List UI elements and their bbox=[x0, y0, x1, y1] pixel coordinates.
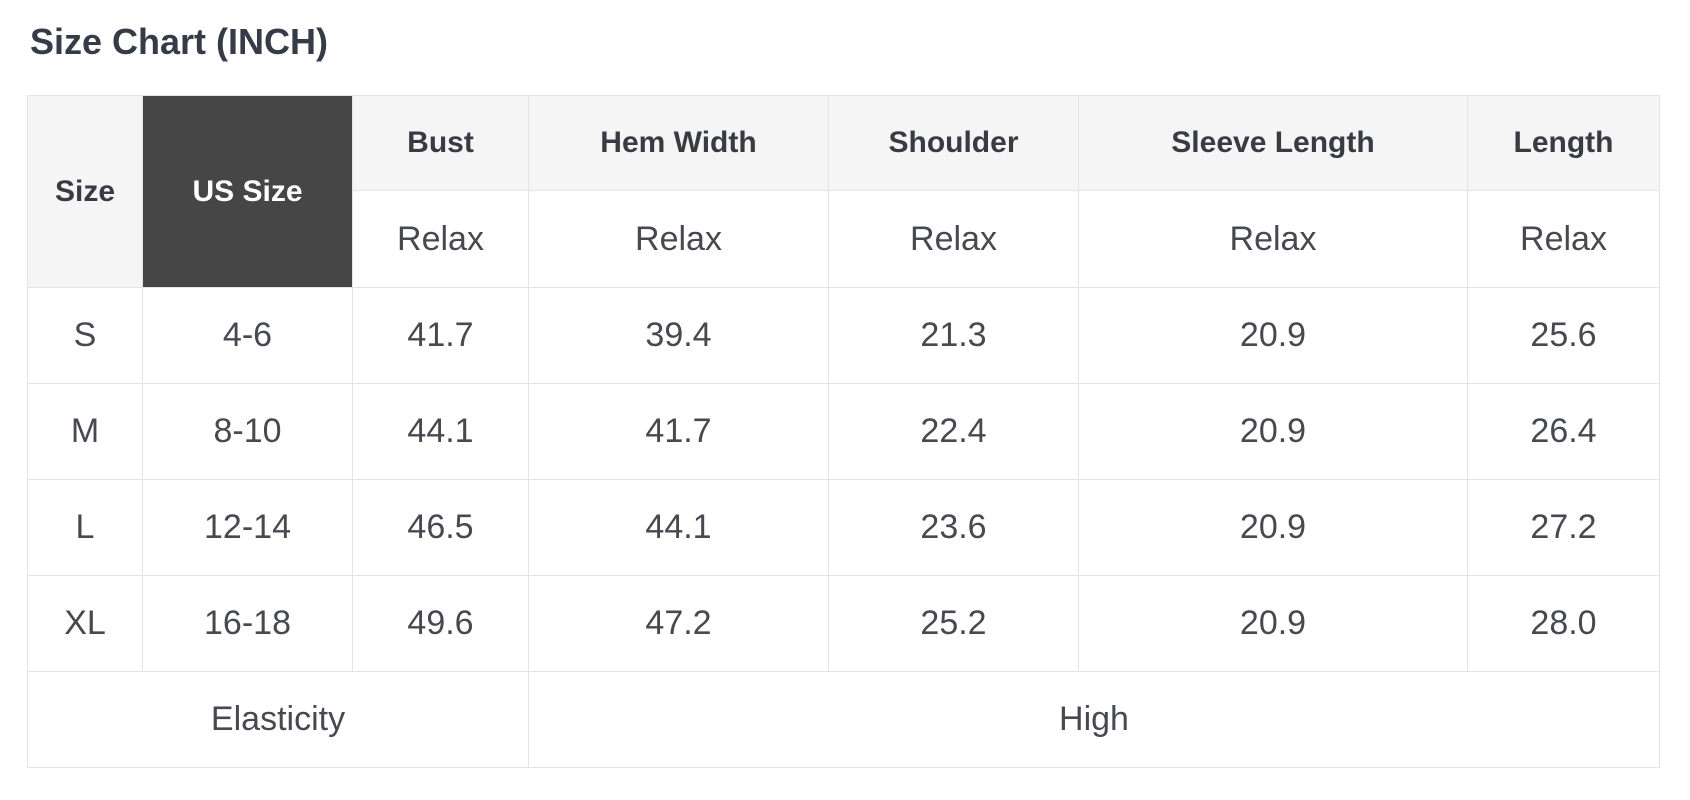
fit-type-cell: Relax bbox=[828, 190, 1079, 288]
table-row-s: S 4-6 41.7 39.4 21.3 20.9 25.6 bbox=[27, 287, 1660, 384]
measure-value-cell: 20.9 bbox=[1078, 383, 1468, 480]
fit-type-cell: Relax bbox=[352, 190, 529, 288]
measure-value-cell: 41.7 bbox=[528, 383, 829, 480]
col-header-us-size: US Size bbox=[142, 95, 353, 288]
page-title: Size Chart (INCH) bbox=[30, 21, 329, 62]
measure-value-cell: 20.9 bbox=[1078, 575, 1468, 672]
size-cell: S bbox=[27, 287, 143, 384]
col-header-hem-width: Hem Width bbox=[528, 95, 829, 191]
measure-value-cell: 39.4 bbox=[528, 287, 829, 384]
header-row-measures: Size US Size Bust Hem Width Shoulder Sle… bbox=[27, 95, 1660, 288]
measure-value-cell: 25.2 bbox=[828, 575, 1079, 672]
col-header-length: Length bbox=[1467, 95, 1660, 191]
elasticity-label-cell: Elasticity bbox=[27, 671, 529, 768]
size-cell: M bbox=[27, 383, 143, 480]
measure-value-cell: 20.9 bbox=[1078, 287, 1468, 384]
us-size-cell: 4-6 bbox=[142, 287, 353, 384]
measure-value-cell: 41.7 bbox=[352, 287, 529, 384]
us-size-cell: 8-10 bbox=[142, 383, 353, 480]
measure-value-cell: 21.3 bbox=[828, 287, 1079, 384]
table-row-elasticity: Elasticity High bbox=[27, 671, 1660, 768]
col-header-bust: Bust bbox=[352, 95, 529, 191]
elasticity-value-cell: High bbox=[528, 671, 1660, 768]
measure-value-cell: 26.4 bbox=[1467, 383, 1660, 480]
col-header-sleeve-length: Sleeve Length bbox=[1078, 95, 1468, 191]
measure-value-cell: 20.9 bbox=[1078, 479, 1468, 576]
measure-value-cell: 47.2 bbox=[528, 575, 829, 672]
measure-value-cell: 49.6 bbox=[352, 575, 529, 672]
size-cell: XL bbox=[27, 575, 143, 672]
us-size-cell: 12-14 bbox=[142, 479, 353, 576]
us-size-cell: 16-18 bbox=[142, 575, 353, 672]
measure-value-cell: 25.6 bbox=[1467, 287, 1660, 384]
table-row-m: M 8-10 44.1 41.7 22.4 20.9 26.4 bbox=[27, 383, 1660, 480]
measure-value-cell: 27.2 bbox=[1467, 479, 1660, 576]
table-row-l: L 12-14 46.5 44.1 23.6 20.9 27.2 bbox=[27, 479, 1660, 576]
measure-value-cell: 46.5 bbox=[352, 479, 529, 576]
col-header-shoulder: Shoulder bbox=[828, 95, 1079, 191]
measure-value-cell: 22.4 bbox=[828, 383, 1079, 480]
fit-type-cell: Relax bbox=[1078, 190, 1468, 288]
measure-value-cell: 44.1 bbox=[528, 479, 829, 576]
fit-type-cell: Relax bbox=[1467, 190, 1660, 288]
size-chart-table: Size US Size Bust Hem Width Shoulder Sle… bbox=[27, 95, 1660, 768]
table-row-xl: XL 16-18 49.6 47.2 25.2 20.9 28.0 bbox=[27, 575, 1660, 672]
measure-value-cell: 23.6 bbox=[828, 479, 1079, 576]
fit-type-cell: Relax bbox=[528, 190, 829, 288]
measure-value-cell: 44.1 bbox=[352, 383, 529, 480]
measure-value-cell: 28.0 bbox=[1467, 575, 1660, 672]
size-cell: L bbox=[27, 479, 143, 576]
header-row-fit-type: Relax Relax Relax Relax Relax bbox=[28, 190, 1660, 288]
col-header-size: Size bbox=[27, 95, 143, 288]
